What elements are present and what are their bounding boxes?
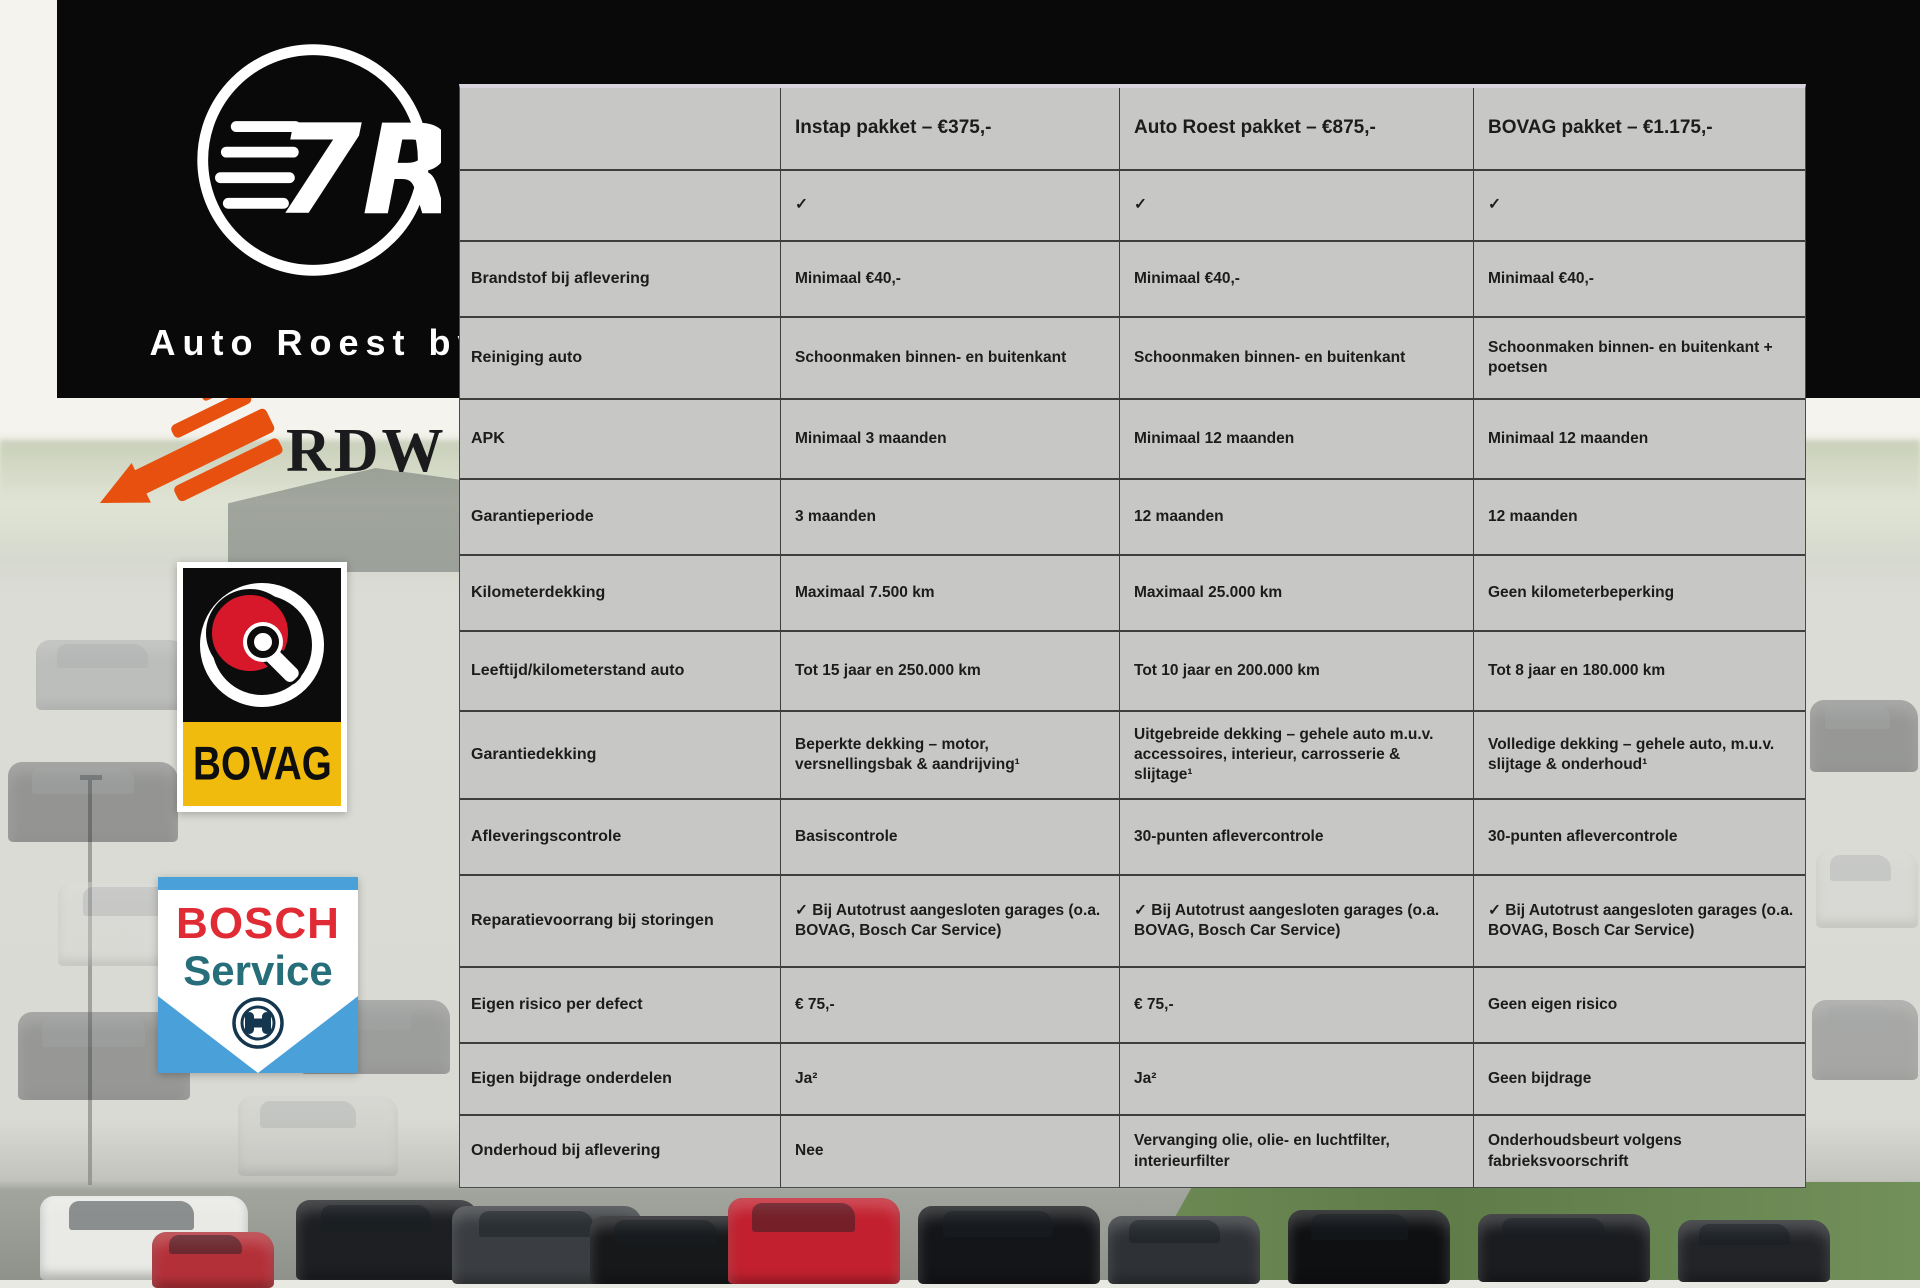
row-label: Reiniging auto [460, 318, 780, 400]
table-cell: Geen eigen risico [1473, 968, 1805, 1044]
column-header: Instap pakket – €375,- [780, 88, 1119, 171]
table-cell: 30-punten aflevercontrole [1119, 800, 1473, 876]
car [1678, 1220, 1830, 1282]
row-label: Leeftijd/kilometerstand auto [460, 632, 780, 712]
table-cell: Geen bijdrage [1473, 1044, 1805, 1116]
row-label: Brandstof bij aflevering [460, 242, 780, 318]
light-pole [80, 775, 102, 1185]
table-cell: ✓ Bij Autotrust aangesloten garages (o.a… [1119, 876, 1473, 968]
car [1108, 1216, 1260, 1284]
table-cell: Ja² [780, 1044, 1119, 1116]
bovag-wordmark: BOVAG [183, 722, 341, 806]
rdw-text: RDW [286, 417, 447, 485]
table-cell: € 75,- [780, 968, 1119, 1044]
bosch-armature-icon [232, 997, 284, 1049]
table-cell: Minimaal 12 maanden [1119, 400, 1473, 480]
car [152, 1232, 274, 1288]
car [1816, 850, 1918, 928]
car [8, 762, 178, 842]
table-cell: Schoonmaken binnen- en buitenkant + poet… [1473, 318, 1805, 400]
table-cell: ✓ [1119, 171, 1473, 242]
table-cell: Schoonmaken binnen- en buitenkant [1119, 318, 1473, 400]
table-cell: Ja² [1119, 1044, 1473, 1116]
car [728, 1198, 900, 1284]
table-cell: Tot 10 jaar en 200.000 km [1119, 632, 1473, 712]
table-cell: Onderhoudsbeurt volgens fabrieksvoorschr… [1473, 1116, 1805, 1187]
row-label: APK [460, 400, 780, 480]
column-header: Auto Roest pakket – €875,- [1119, 88, 1473, 171]
row-label: Garantieperiode [460, 480, 780, 556]
table-cell: Tot 15 jaar en 250.000 km [780, 632, 1119, 712]
table-cell: Maximaal 7.500 km [780, 556, 1119, 632]
table-cell: Uitgebreide dekking – gehele auto m.u.v.… [1119, 712, 1473, 800]
column-header: BOVAG pakket – €1.175,- [1473, 88, 1805, 171]
car [1810, 700, 1918, 772]
rdw-wing-icon [99, 398, 283, 503]
table-cell: Minimaal €40,- [1119, 242, 1473, 318]
table-cell: Maximaal 25.000 km [1119, 556, 1473, 632]
row-label: Garantiedekking [460, 712, 780, 800]
row-label: Eigen bijdrage onderdelen [460, 1044, 780, 1116]
bosch-service-text: Service [183, 947, 333, 994]
bosch-text: BOSCH [176, 899, 340, 948]
table-cell: Nee [780, 1116, 1119, 1187]
table-cell: Minimaal €40,- [780, 242, 1119, 318]
bovag-logo: BOVAG [177, 562, 347, 812]
table-cell: 12 maanden [1473, 480, 1805, 556]
rdw-logo: RDW [78, 398, 444, 523]
table-cell: ✓ Bij Autotrust aangesloten garages (o.a… [1473, 876, 1805, 968]
table-cell: Beperkte dekking – motor, versnellingsba… [780, 712, 1119, 800]
row-label: Reparatievoorrang bij storingen [460, 876, 780, 968]
row-label: Eigen risico per defect [460, 968, 780, 1044]
table-cell: ✓ [780, 171, 1119, 242]
table-cell: Basiscontrole [780, 800, 1119, 876]
row-label: Kilometerdekking [460, 556, 780, 632]
table-cell: Minimaal 3 maanden [780, 400, 1119, 480]
table-cell: ✓ Bij Autotrust aangesloten garages (o.a… [780, 876, 1119, 968]
auto-roest-logo: 7R Auto Roest bv [57, 0, 478, 398]
table-cell: 30-punten aflevercontrole [1473, 800, 1805, 876]
dealer-name: Auto Roest bv [149, 322, 485, 363]
table-cell: Vervanging olie, olie- en luchtfilter, i… [1119, 1116, 1473, 1187]
car [1478, 1214, 1650, 1282]
row-label [460, 171, 780, 242]
table-cell: Schoonmaken binnen- en buitenkant [780, 318, 1119, 400]
bosch-service-logo: BOSCH Service [158, 877, 358, 1073]
bovag-text: BOVAG [192, 737, 332, 790]
table-cell: ✓ [1473, 171, 1805, 242]
table-cell: Tot 8 jaar en 180.000 km [1473, 632, 1805, 712]
car [1288, 1210, 1450, 1284]
car [238, 1096, 398, 1176]
row-label: Onderhoud bij aflevering [471, 1142, 661, 1160]
car [296, 1200, 478, 1280]
table-cell: 12 maanden [1119, 480, 1473, 556]
table-cell: 3 maanden [780, 480, 1119, 556]
car [918, 1206, 1100, 1284]
table-cell: Minimaal 12 maanden [1473, 400, 1805, 480]
car [1812, 1000, 1918, 1080]
row-label: Afleveringscontrole [460, 800, 780, 876]
monogram-text: 7R [276, 99, 441, 243]
corner-header [460, 88, 780, 171]
table-cell: Geen kilometerbeperking [1473, 556, 1805, 632]
auto-roest-monogram-icon: 7R [197, 44, 441, 276]
bovag-emblem-icon [183, 568, 341, 722]
car [36, 640, 188, 710]
table-cell: € 75,- [1119, 968, 1473, 1044]
table-cell: Minimaal €40,- [1473, 242, 1805, 318]
package-table: Instap pakket – €375,- Auto Roest pakket … [459, 84, 1806, 1188]
table-cell: Volledige dekking – gehele auto, m.u.v. … [1473, 712, 1805, 800]
